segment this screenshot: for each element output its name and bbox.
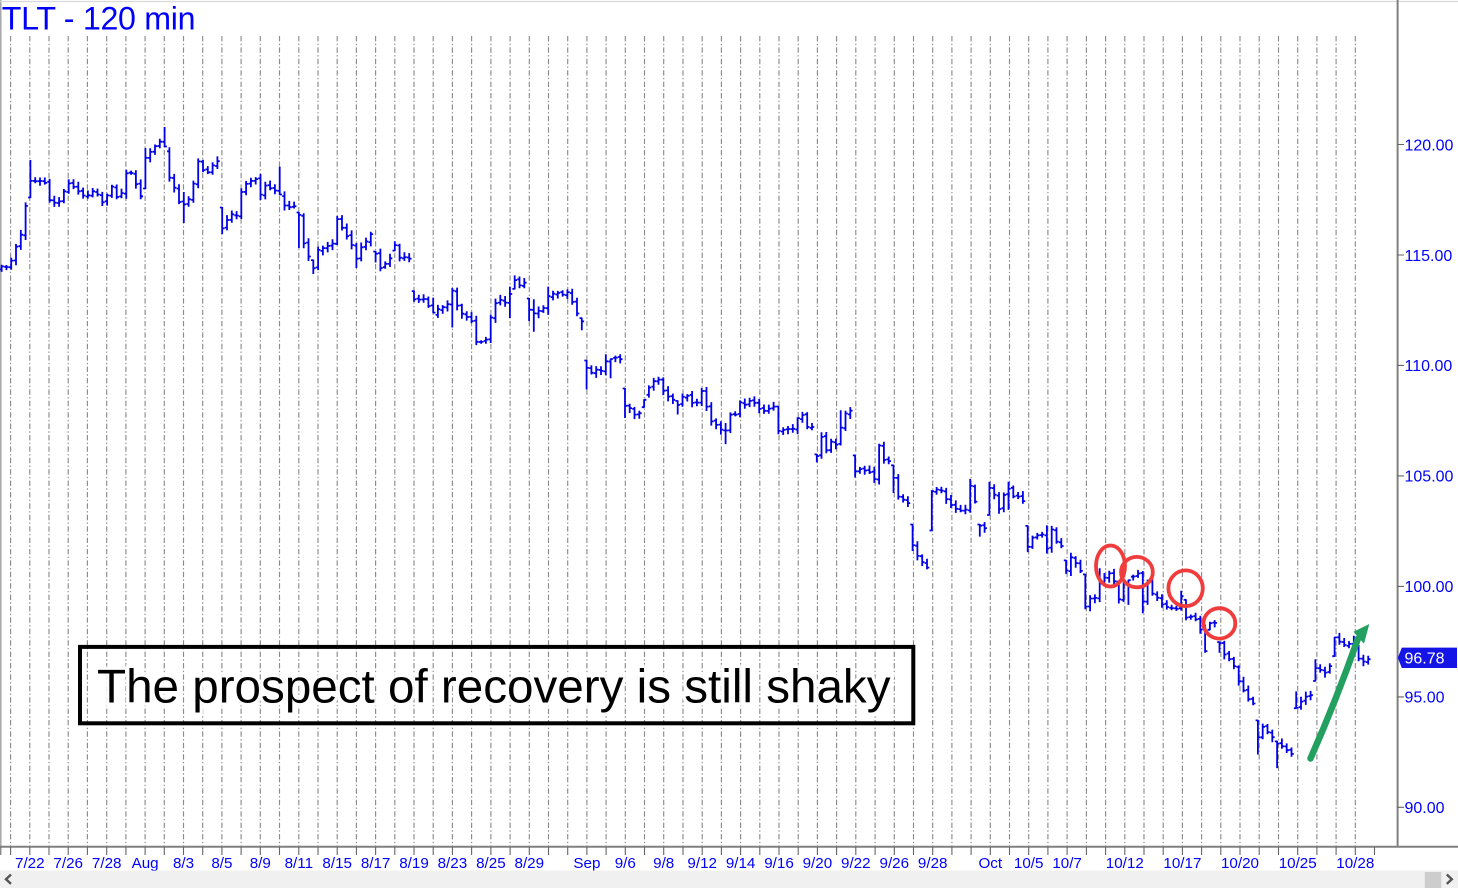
svg-text:Sep: Sep <box>573 855 600 872</box>
svg-text:7/22: 7/22 <box>15 855 45 872</box>
svg-text:9/6: 9/6 <box>615 855 636 872</box>
svg-text:9/16: 9/16 <box>764 855 794 872</box>
svg-text:9/22: 9/22 <box>841 855 871 872</box>
svg-text:8/11: 8/11 <box>285 855 313 872</box>
svg-text:9/20: 9/20 <box>803 855 833 872</box>
svg-text:90.00: 90.00 <box>1405 800 1445 817</box>
svg-text:95.00: 95.00 <box>1405 690 1445 707</box>
svg-text:8/23: 8/23 <box>438 855 468 872</box>
svg-text:8/25: 8/25 <box>476 855 506 872</box>
svg-text:120.00: 120.00 <box>1405 137 1454 154</box>
svg-text:96.78: 96.78 <box>1405 651 1445 668</box>
svg-text:8/5: 8/5 <box>211 855 232 872</box>
svg-text:8/3: 8/3 <box>173 855 194 872</box>
svg-text:10/12: 10/12 <box>1106 855 1144 872</box>
svg-text:8/29: 8/29 <box>515 855 545 872</box>
svg-text:10/28: 10/28 <box>1336 855 1374 872</box>
svg-text:110.00: 110.00 <box>1405 358 1453 375</box>
svg-text:8/19: 8/19 <box>399 855 429 872</box>
svg-text:The prospect of recovery is st: The prospect of recovery is still shaky <box>97 661 891 714</box>
svg-text:9/12: 9/12 <box>687 855 717 872</box>
svg-text:TLT - 120 min: TLT - 120 min <box>2 0 195 36</box>
svg-text:10/20: 10/20 <box>1221 855 1259 872</box>
svg-text:8/9: 8/9 <box>250 855 271 872</box>
svg-text:10/7: 10/7 <box>1052 855 1082 872</box>
svg-text:115.00: 115.00 <box>1405 248 1453 265</box>
svg-text:10/25: 10/25 <box>1279 855 1317 872</box>
svg-text:10/5: 10/5 <box>1014 855 1044 872</box>
svg-text:105.00: 105.00 <box>1405 469 1454 486</box>
svg-text:The prospect of recovery is st: The prospect of recovery is still shaky <box>97 661 891 714</box>
svg-text:9/14: 9/14 <box>726 855 756 872</box>
svg-text:7/26: 7/26 <box>53 855 83 872</box>
svg-text:7/28: 7/28 <box>92 855 122 872</box>
svg-text:9/8: 9/8 <box>653 855 674 872</box>
svg-text:8/17: 8/17 <box>361 855 391 872</box>
svg-text:10/17: 10/17 <box>1163 855 1201 872</box>
svg-text:9/26: 9/26 <box>880 855 910 872</box>
svg-text:9/28: 9/28 <box>918 855 948 872</box>
svg-text:Aug: Aug <box>132 855 159 872</box>
svg-text:100.00: 100.00 <box>1405 579 1454 596</box>
svg-text:8/15: 8/15 <box>322 855 352 872</box>
svg-text:Oct: Oct <box>978 855 1002 872</box>
